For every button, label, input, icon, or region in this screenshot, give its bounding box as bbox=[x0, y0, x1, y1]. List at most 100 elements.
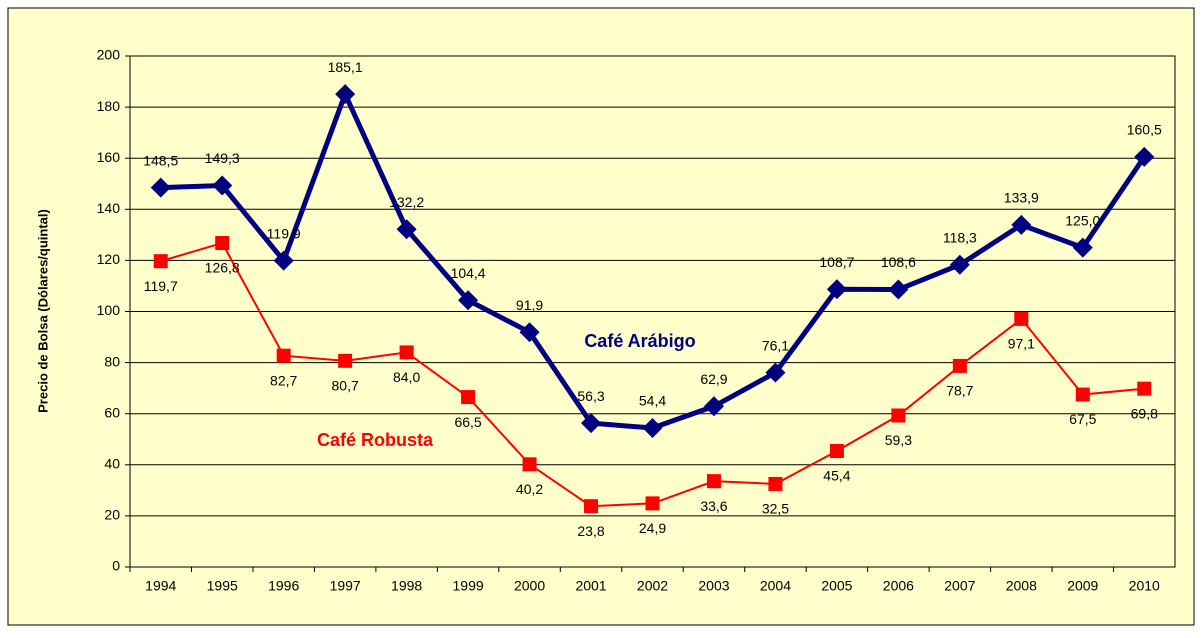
data-label: 32,5 bbox=[762, 501, 789, 517]
marker bbox=[949, 254, 970, 275]
data-label: 108,6 bbox=[881, 254, 916, 270]
data-label: 80,7 bbox=[332, 378, 359, 394]
data-label: 78,7 bbox=[946, 383, 973, 399]
chart-frame bbox=[7, 7, 1195, 626]
data-label: 33,6 bbox=[700, 498, 727, 514]
x-tick-label: 2009 bbox=[1067, 578, 1098, 594]
data-label: 149,3 bbox=[205, 150, 240, 166]
data-label: 97,1 bbox=[1008, 336, 1035, 352]
x-tick-label: 2002 bbox=[637, 578, 668, 594]
data-label: 24,9 bbox=[639, 520, 666, 536]
data-label: 82,7 bbox=[270, 372, 297, 388]
marker bbox=[1137, 381, 1152, 396]
x-tick-label: 2005 bbox=[821, 578, 852, 594]
x-tick-label: 1998 bbox=[391, 578, 422, 594]
x-tick-label: 2003 bbox=[698, 578, 729, 594]
data-label: 126,8 bbox=[205, 260, 240, 276]
y-tick-label: 0 bbox=[112, 558, 120, 574]
marker bbox=[581, 413, 602, 434]
data-label: 148,5 bbox=[143, 152, 178, 168]
plot-area bbox=[129, 55, 1176, 568]
marker bbox=[212, 175, 233, 196]
marker bbox=[829, 444, 844, 459]
y-tick-label: 20 bbox=[104, 507, 120, 523]
x-tick-label: 2000 bbox=[514, 578, 545, 594]
x-tick-label: 2007 bbox=[944, 578, 975, 594]
marker bbox=[1072, 237, 1093, 258]
marker bbox=[952, 358, 967, 373]
marker bbox=[768, 476, 783, 491]
x-tick-label: 2006 bbox=[883, 578, 914, 594]
marker bbox=[273, 250, 294, 271]
x-tick-label: 1997 bbox=[330, 578, 361, 594]
x-tick-label: 2008 bbox=[1006, 578, 1037, 594]
series-name: Café Arábigo bbox=[584, 331, 695, 351]
y-axis-label: Precio de Bolsa (Dólares/quintal) bbox=[35, 209, 50, 413]
data-label: 185,1 bbox=[328, 59, 363, 75]
data-label: 23,8 bbox=[577, 523, 604, 539]
marker bbox=[1014, 311, 1029, 326]
marker bbox=[645, 496, 660, 511]
y-tick-label: 60 bbox=[104, 404, 120, 420]
series-name: Café Robusta bbox=[317, 430, 434, 450]
data-label: 119,9 bbox=[267, 225, 301, 241]
marker bbox=[522, 457, 537, 472]
y-tick-label: 120 bbox=[97, 251, 121, 267]
data-label: 62,9 bbox=[700, 371, 727, 387]
x-tick-label: 1995 bbox=[207, 578, 238, 594]
data-label: 133,9 bbox=[1004, 190, 1039, 206]
y-tick-label: 80 bbox=[104, 353, 120, 369]
y-tick-label: 160 bbox=[97, 149, 121, 165]
marker bbox=[642, 418, 663, 439]
marker bbox=[519, 322, 540, 343]
marker bbox=[215, 236, 230, 251]
marker bbox=[1011, 214, 1032, 235]
x-tick-label: 1999 bbox=[453, 578, 484, 594]
x-tick-label: 1994 bbox=[145, 578, 176, 594]
data-label: 67,5 bbox=[1069, 411, 1096, 427]
marker bbox=[1134, 146, 1155, 167]
marker bbox=[150, 177, 171, 198]
marker bbox=[584, 499, 599, 514]
marker bbox=[461, 390, 476, 405]
x-tick-label: 1996 bbox=[268, 578, 299, 594]
data-label: 118,3 bbox=[943, 229, 977, 245]
x-tick-label: 2001 bbox=[575, 578, 606, 594]
data-label: 160,5 bbox=[1127, 122, 1162, 138]
y-tick-label: 180 bbox=[97, 98, 121, 114]
marker bbox=[891, 408, 906, 423]
data-label: 91,9 bbox=[516, 297, 543, 313]
data-label: 56,3 bbox=[577, 388, 604, 404]
data-label: 66,5 bbox=[454, 414, 481, 430]
y-tick-label: 200 bbox=[97, 47, 121, 63]
data-label: 69,8 bbox=[1131, 405, 1158, 421]
data-label: 132,2 bbox=[389, 194, 424, 210]
marker bbox=[335, 84, 356, 105]
data-label: 45,4 bbox=[823, 468, 850, 484]
y-tick-label: 140 bbox=[97, 200, 121, 216]
marker bbox=[1075, 387, 1090, 402]
y-tick-label: 100 bbox=[97, 302, 121, 318]
marker bbox=[396, 219, 417, 240]
marker bbox=[338, 353, 353, 368]
x-tick-label: 2010 bbox=[1129, 578, 1160, 594]
data-label: 119,7 bbox=[144, 278, 178, 294]
data-label: 84,0 bbox=[393, 369, 420, 385]
marker bbox=[703, 396, 724, 417]
data-label: 125,0 bbox=[1065, 212, 1100, 228]
data-label: 54,4 bbox=[639, 393, 666, 409]
data-label: 40,2 bbox=[516, 481, 543, 497]
marker bbox=[706, 474, 721, 489]
marker bbox=[399, 345, 414, 360]
marker bbox=[826, 279, 847, 300]
data-label: 76,1 bbox=[762, 337, 789, 353]
marker bbox=[458, 290, 479, 311]
marker bbox=[276, 348, 291, 363]
marker bbox=[888, 279, 909, 300]
data-label: 59,3 bbox=[885, 432, 912, 448]
x-tick-label: 2004 bbox=[760, 578, 791, 594]
data-label: 104,4 bbox=[451, 265, 486, 281]
marker bbox=[153, 254, 168, 269]
marker bbox=[765, 362, 786, 383]
